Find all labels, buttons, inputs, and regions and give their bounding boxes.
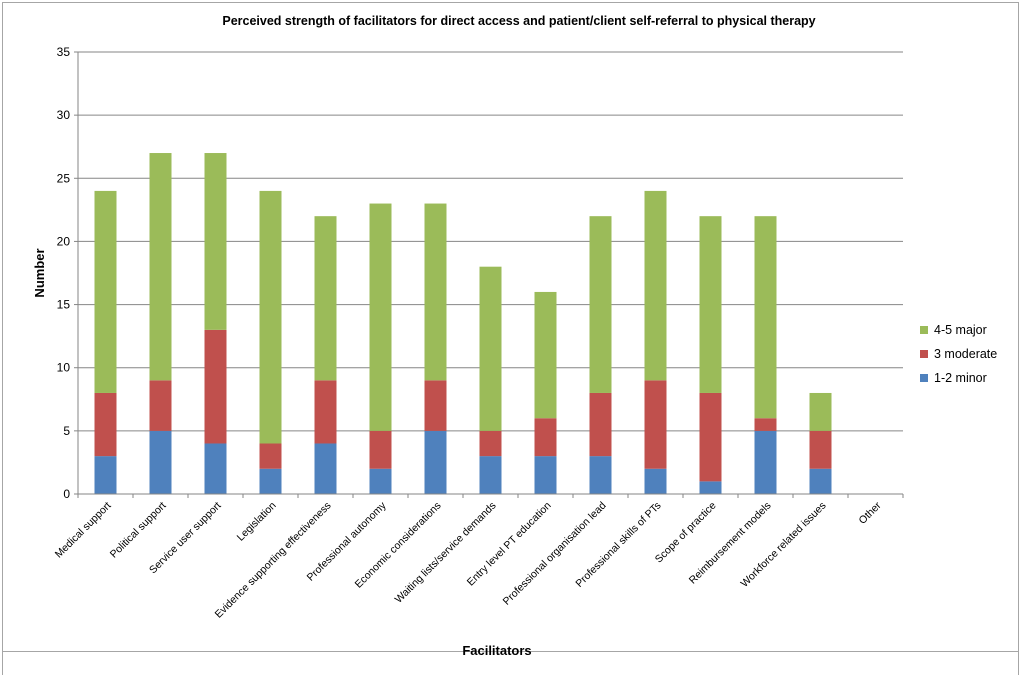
bar-segment-1-2-minor (589, 456, 612, 494)
frame-edge-left (2, 652, 3, 675)
legend-swatch (920, 326, 928, 334)
bar-segment-1-2-minor (314, 443, 337, 494)
bar-segment-1-2-minor (149, 430, 172, 494)
bar-segment-3-moderate (149, 380, 172, 431)
y-tick-label: 10 (57, 361, 71, 375)
bar-segment-4-5-major (369, 203, 392, 431)
bar-segment-3-moderate (589, 392, 612, 457)
bar-segment-3-moderate (94, 392, 117, 457)
bar-segment-3-moderate (754, 418, 777, 431)
legend-swatch (920, 374, 928, 382)
bar-segment-3-moderate (369, 430, 392, 469)
y-axis-title: Number (32, 248, 47, 297)
bar-segment-3-moderate (644, 380, 667, 469)
bar-segment-1-2-minor (699, 481, 722, 494)
bar-segment-4-5-major (644, 190, 667, 381)
bar-segment-3-moderate (479, 430, 502, 457)
x-category-label: Other (857, 499, 884, 526)
bar-segment-4-5-major (149, 153, 172, 381)
bar-segment-1-2-minor (534, 456, 557, 494)
bar-segment-3-moderate (259, 443, 282, 469)
bar-segment-1-2-minor (644, 468, 667, 494)
bar-segment-4-5-major (204, 153, 227, 330)
legend: 4-5 major 3 moderate 1-2 minor (920, 323, 997, 385)
y-axis-ticks: 0 5 10 15 20 25 30 35 (57, 45, 904, 501)
y-tick-label: 25 (57, 171, 71, 185)
bar-segment-4-5-major (754, 216, 777, 419)
y-tick-label: 5 (63, 424, 70, 438)
x-category-label: Legislation (235, 500, 279, 544)
legend-label: 4-5 major (934, 323, 987, 337)
bar-segment-1-2-minor (204, 443, 227, 494)
bars (94, 153, 832, 494)
x-category-label: Professional organisation lead (501, 500, 609, 608)
bar-segment-4-5-major (94, 190, 117, 393)
bar-segment-1-2-minor (369, 468, 392, 494)
legend-label: 1-2 minor (934, 371, 987, 385)
x-category-label: Medical support (53, 500, 114, 561)
bar-segment-3-moderate (534, 418, 557, 457)
bar-segment-3-moderate (204, 329, 227, 444)
y-tick-label: 20 (57, 234, 71, 248)
bar-segment-1-2-minor (424, 430, 447, 494)
bar-segment-1-2-minor (479, 456, 502, 494)
bar-segment-3-moderate (809, 430, 832, 469)
x-category-label: Political support (108, 500, 169, 561)
y-tick-label: 0 (63, 487, 70, 501)
bar-segment-4-5-major (479, 266, 502, 431)
bar-segment-4-5-major (259, 190, 282, 444)
y-tick-label: 15 (57, 298, 71, 312)
bar-segment-4-5-major (589, 216, 612, 393)
x-axis-title: Facilitators (462, 643, 531, 658)
frame-edge-right (1018, 652, 1019, 675)
bar-segment-1-2-minor (809, 468, 832, 494)
bar-segment-4-5-major (534, 291, 557, 419)
bar-segment-4-5-major (699, 216, 722, 393)
bar-segment-1-2-minor (259, 468, 282, 494)
bar-segment-4-5-major (424, 203, 447, 381)
bar-segment-3-moderate (699, 392, 722, 482)
y-tick-label: 35 (57, 45, 71, 59)
chart-title: Perceived strength of facilitators for d… (222, 14, 815, 28)
legend-label: 3 moderate (934, 347, 997, 361)
x-category-label: Evidence supporting effectiveness (213, 500, 334, 621)
x-category-label: Waiting lists/service demands (393, 500, 499, 606)
bar-segment-1-2-minor (754, 430, 777, 494)
y-tick-label: 30 (57, 108, 71, 122)
bar-segment-4-5-major (314, 216, 337, 381)
bar-segment-1-2-minor (94, 456, 117, 494)
bar-segment-3-moderate (424, 380, 447, 431)
bar-segment-4-5-major (809, 392, 832, 431)
bar-segment-3-moderate (314, 380, 337, 444)
legend-swatch (920, 350, 928, 358)
